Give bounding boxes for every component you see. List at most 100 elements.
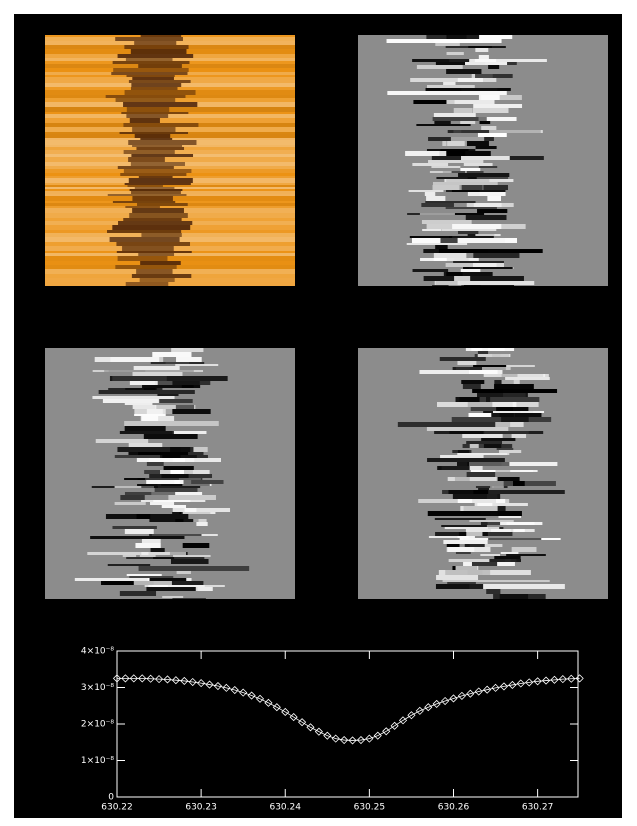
panel-streak xyxy=(151,452,204,455)
panel-streak xyxy=(460,269,481,272)
panel-streak xyxy=(397,422,511,427)
panel-core xyxy=(123,218,182,221)
panel-core xyxy=(117,54,194,58)
panel-core xyxy=(126,107,170,112)
panel-streak xyxy=(468,370,498,374)
diamond-marker xyxy=(449,694,458,703)
panel-streak xyxy=(144,585,225,587)
panel-streak xyxy=(446,100,495,104)
panel-streak xyxy=(427,458,505,462)
profile-line xyxy=(117,677,580,741)
diamond-marker xyxy=(121,674,130,683)
panel-streak xyxy=(467,177,509,179)
panel-streak xyxy=(446,141,489,146)
panel-streak xyxy=(457,361,477,365)
diamond-marker xyxy=(466,689,475,698)
panel-core xyxy=(134,134,171,138)
panel-streak xyxy=(446,190,480,192)
panel-streak xyxy=(468,46,506,48)
panel-core xyxy=(112,201,176,203)
panel-streak xyxy=(458,173,510,177)
panel-streak xyxy=(461,380,485,384)
panel-streak xyxy=(142,416,175,421)
panel-streak xyxy=(435,584,484,589)
panel-streak xyxy=(139,555,156,557)
panel-streak xyxy=(176,357,202,362)
panel-streak xyxy=(477,354,511,357)
panel-core xyxy=(115,265,177,269)
panel-streak xyxy=(455,566,479,570)
diamond-marker xyxy=(205,680,214,689)
panel-streak xyxy=(175,405,195,409)
panel-streak xyxy=(146,462,164,466)
diamond-marker xyxy=(407,711,416,720)
panel-streak xyxy=(431,166,461,168)
panel-streak xyxy=(501,380,520,384)
panel-core xyxy=(120,173,187,176)
panel-streak xyxy=(146,587,198,591)
panel-streak xyxy=(409,236,453,238)
panel-core xyxy=(128,178,193,183)
panel-streak xyxy=(92,370,204,372)
panel-streak xyxy=(460,506,498,511)
panel-streak xyxy=(496,477,520,481)
panel-streak xyxy=(465,215,507,220)
panel-streak xyxy=(446,544,460,547)
diamond-marker xyxy=(491,683,500,692)
panel-streak xyxy=(506,554,546,556)
panel-streak xyxy=(474,59,497,62)
panel-core xyxy=(136,269,173,274)
panel-streak xyxy=(441,229,497,231)
panel-streak xyxy=(443,82,456,85)
panel-core xyxy=(125,206,160,208)
panel-core xyxy=(117,166,174,169)
panel-streak xyxy=(478,166,498,168)
panel-streak xyxy=(196,522,208,526)
panel-streak xyxy=(479,121,491,124)
diamond-marker xyxy=(298,718,307,727)
diamond-marker xyxy=(264,698,273,707)
panel-streak xyxy=(496,448,514,450)
panel-streak xyxy=(440,238,458,243)
panel-streak xyxy=(471,348,515,351)
panel-core xyxy=(115,98,176,102)
panel-streak xyxy=(482,470,534,472)
panel-streak xyxy=(438,570,531,575)
panel-streak xyxy=(117,447,194,452)
panel-streak xyxy=(475,234,501,236)
panel-streak xyxy=(464,544,485,547)
panel-core xyxy=(140,261,181,265)
panel-core xyxy=(129,118,160,123)
y-tick-label: 4×10⁻⁸ xyxy=(81,647,114,657)
panel-streak xyxy=(513,481,525,486)
panel-core xyxy=(124,90,196,95)
panel-core xyxy=(129,213,188,218)
diamond-marker xyxy=(314,727,323,736)
panel-core xyxy=(129,189,183,191)
x-tick-label: 630.25 xyxy=(354,803,386,813)
panel-streak xyxy=(172,598,206,599)
panel-streak xyxy=(437,402,517,407)
panel-streak xyxy=(438,249,543,253)
panel-row xyxy=(45,282,295,286)
panel-streak xyxy=(478,117,517,121)
panel-core xyxy=(126,75,175,77)
panel-streak xyxy=(136,514,151,519)
panel-streak xyxy=(428,160,484,163)
panel-streak xyxy=(511,434,527,438)
panel-streak xyxy=(172,508,231,512)
panel-streak xyxy=(449,59,547,62)
diamond-marker xyxy=(340,735,349,745)
panel-core xyxy=(130,162,185,166)
panel-streak xyxy=(446,52,464,55)
x-tick-label: 630.24 xyxy=(269,803,301,813)
image-panels xyxy=(45,35,608,599)
panel-streak xyxy=(425,88,511,91)
panel-streak xyxy=(434,121,451,124)
panel-streak xyxy=(98,390,195,394)
diamond-marker xyxy=(533,677,542,686)
diamond-marker xyxy=(390,721,399,730)
panel-core xyxy=(125,282,169,286)
y-tick-label: 3×10⁻⁸ xyxy=(81,683,114,693)
panel-streak xyxy=(460,168,481,171)
